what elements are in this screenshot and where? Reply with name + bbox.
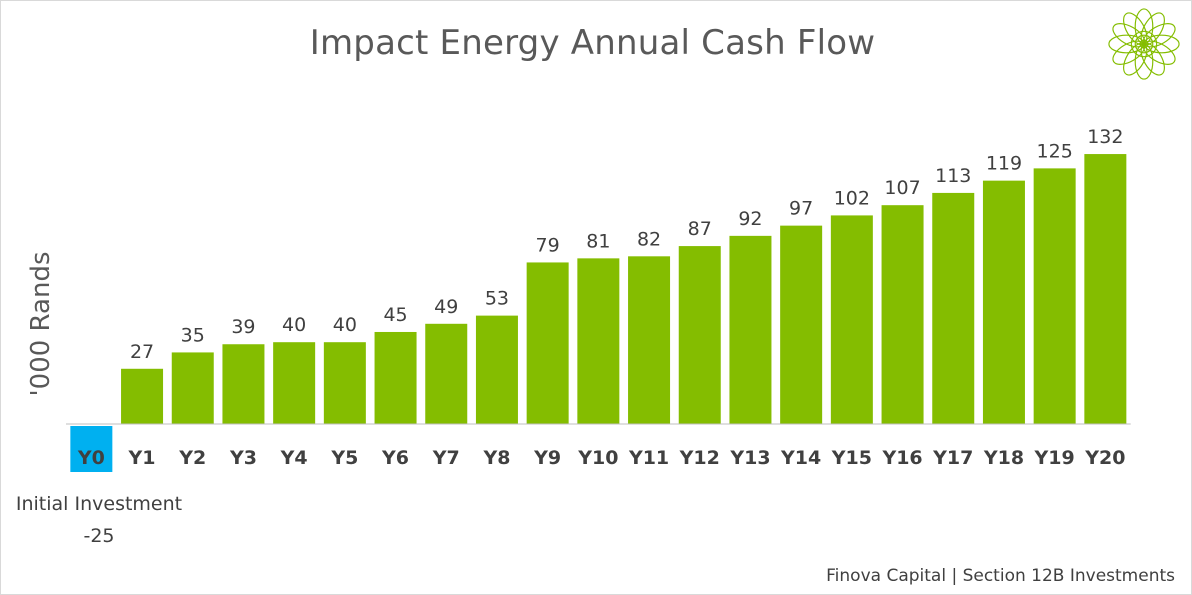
data-label-Y12: 87 (688, 218, 712, 240)
mandala-logo-icon (1108, 8, 1180, 80)
bar-Y5 (323, 342, 366, 424)
data-label-Y3: 39 (231, 316, 255, 338)
bar-Y11 (628, 256, 671, 424)
bar-Y19 (1033, 168, 1076, 424)
bar-Y1 (121, 368, 164, 424)
bar-Y8 (475, 315, 518, 424)
data-label-Y7: 49 (434, 296, 458, 318)
initial-investment-note: Initial Investment -25 (1, 488, 197, 552)
tick-label-Y6: Y6 (381, 447, 409, 469)
bar-Y6 (374, 331, 417, 424)
tick-label-Y13: Y13 (729, 447, 770, 469)
data-label-Y8: 53 (485, 288, 509, 310)
tick-label-Y5: Y5 (330, 447, 358, 469)
bar-Y10 (577, 258, 620, 424)
data-label-Y20: 132 (1087, 126, 1123, 148)
data-label-Y18: 119 (986, 153, 1022, 175)
initial-investment-value: -25 (83, 525, 115, 547)
tick-label-Y12: Y12 (679, 447, 720, 469)
tick-label-Y15: Y15 (831, 447, 872, 469)
bar-Y14 (780, 225, 823, 424)
tick-label-Y3: Y3 (229, 447, 257, 469)
data-label-Y1: 27 (130, 341, 154, 363)
bar-Y20 (1084, 154, 1127, 424)
tick-label-Y2: Y2 (178, 447, 206, 469)
tick-label-Y11: Y11 (628, 447, 669, 469)
bar-Y7 (425, 323, 468, 424)
data-label-Y16: 107 (884, 177, 920, 199)
bar-Y18 (982, 180, 1025, 424)
data-label-Y2: 35 (181, 324, 205, 346)
tick-label-Y17: Y17 (932, 447, 973, 469)
tick-label-Y8: Y8 (482, 447, 510, 469)
data-label-Y4: 40 (282, 314, 306, 336)
bar-Y16 (881, 205, 924, 424)
bar-Y15 (830, 215, 873, 424)
tick-label-Y1: Y1 (128, 447, 156, 469)
bar-Y17 (932, 192, 975, 424)
data-label-Y14: 97 (789, 198, 813, 220)
data-label-Y19: 125 (1037, 140, 1073, 162)
initial-investment-label: Initial Investment (15, 493, 183, 515)
bar-Y12 (678, 246, 721, 424)
data-label-Y15: 102 (834, 187, 870, 209)
tick-label-Y7: Y7 (432, 447, 460, 469)
data-label-Y6: 45 (383, 304, 407, 326)
data-label-Y5: 40 (333, 314, 357, 336)
bar-Y4 (273, 342, 316, 424)
bar-Y2 (171, 352, 214, 424)
bar-Y3 (222, 344, 265, 424)
category-highlight-Y0 (70, 426, 113, 472)
data-label-Y17: 113 (935, 165, 971, 187)
bar-plot: Y0 27 Y1 35 Y2 39 Y3 40 Y4 40 Y5 45 Y6 49 Y7 53 Y8 79 Y9 81… (66, 126, 1131, 472)
chart-title: Impact Energy Annual Cash Flow (309, 23, 876, 63)
tick-label-Y16: Y16 (881, 447, 922, 469)
bar-Y13 (729, 235, 772, 424)
tick-label-Y4: Y4 (280, 447, 308, 469)
tick-label-Y10: Y10 (577, 447, 618, 469)
footer-credit: Finova Capital | Section 12B Investments (826, 566, 1175, 586)
tick-label-Y0: Y0 (77, 447, 105, 469)
data-label-Y9: 79 (536, 234, 560, 256)
tick-label-Y20: Y20 (1084, 447, 1125, 469)
data-label-Y10: 81 (586, 230, 610, 252)
data-label-Y13: 92 (738, 208, 762, 230)
tick-label-Y18: Y18 (983, 447, 1024, 469)
tick-label-Y9: Y9 (533, 447, 561, 469)
bar-Y9 (526, 262, 569, 424)
tick-label-Y14: Y14 (780, 447, 821, 469)
tick-label-Y19: Y19 (1034, 447, 1075, 469)
data-label-Y11: 82 (637, 228, 661, 250)
